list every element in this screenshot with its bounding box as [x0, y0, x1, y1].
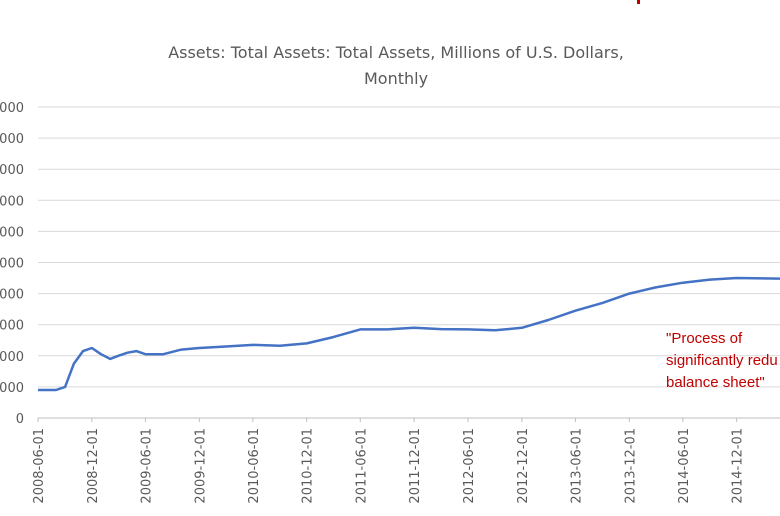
annotation-line-1: "Process of: [666, 330, 743, 347]
y-tick-label: 000: [0, 101, 24, 116]
y-tick-label: 000: [0, 350, 24, 365]
y-tick-label: 000: [0, 319, 24, 334]
y-tick-label: 000: [0, 381, 24, 396]
gridlines: [38, 106, 780, 419]
x-axis-ticks: 2008-06-01 2008-12-01 2009-06-01 2009-12-01…: [32, 418, 746, 504]
annotation: "Process of significantly redu balance s…: [666, 330, 778, 391]
x-tick-label: 2014-06-01: [677, 428, 692, 504]
x-tick-label: 2008-12-01: [86, 428, 101, 504]
y-tick-label: 000: [0, 225, 24, 240]
chart-title-line-1: Assets: Total Assets: Total Assets, Mill…: [168, 43, 624, 62]
x-tick-label: 2012-06-01: [462, 428, 477, 504]
x-tick-label: 2009-12-01: [193, 428, 208, 504]
y-tick-label: 000: [0, 257, 24, 272]
x-tick-label: 2011-06-01: [354, 428, 369, 504]
chart-title-line-2: Monthly: [364, 69, 428, 88]
y-tick-label: 000: [0, 132, 24, 147]
x-tick-label: 2010-12-01: [301, 428, 316, 504]
annotation-line-3: balance sheet": [666, 374, 765, 391]
annotation-line-2: significantly redu: [666, 352, 778, 369]
x-tick-label: 2008-06-01: [32, 428, 47, 504]
x-tick-label: 2014-12-01: [731, 428, 746, 504]
x-tick-label: 2013-06-01: [569, 428, 584, 504]
y-tick-label: 0: [16, 412, 24, 427]
series-line: [38, 276, 780, 392]
y-tick-label: 000: [0, 163, 24, 178]
series-layer: [38, 276, 780, 392]
x-tick-label: 2009-06-01: [139, 428, 154, 504]
y-tick-label: 000: [0, 194, 24, 209]
y-tick-label: 000: [0, 288, 24, 303]
x-tick-label: 2010-06-01: [247, 428, 262, 504]
x-tick-label: 2013-12-01: [623, 428, 638, 504]
x-tick-label: 2011-12-01: [408, 428, 423, 504]
x-tick-label: 2012-12-01: [516, 428, 531, 504]
red-mark: [637, 0, 640, 4]
